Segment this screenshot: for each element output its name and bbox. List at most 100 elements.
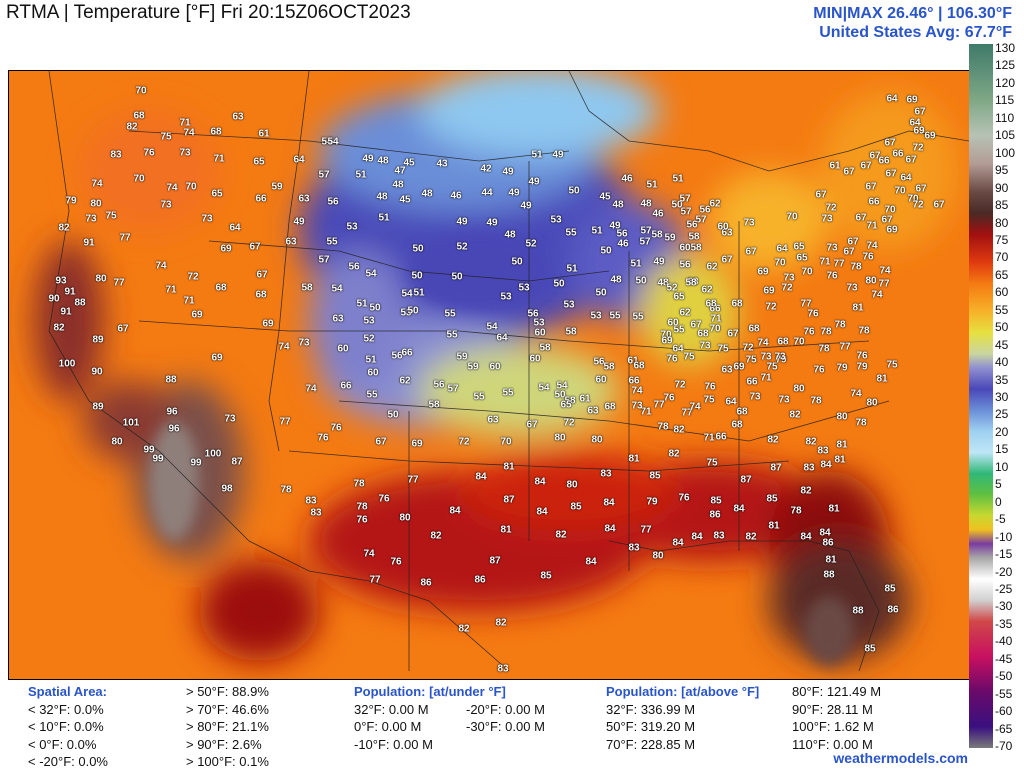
- temperature-label: 82: [58, 222, 70, 234]
- temperature-label: 67: [526, 419, 538, 431]
- temperature-label: 68: [731, 298, 743, 310]
- temperature-label: 67: [865, 181, 877, 193]
- temperature-label: 71: [640, 406, 652, 418]
- temperature-label: 76: [807, 308, 819, 320]
- temperature-label: 76: [143, 147, 155, 159]
- temperature-label: 83: [817, 445, 829, 457]
- temperature-label: 52: [456, 241, 468, 253]
- temperature-label: 71: [213, 153, 225, 165]
- temperature-label: 82: [745, 531, 757, 543]
- temperature-label: 68: [633, 360, 645, 372]
- temperature-label: 85: [570, 501, 582, 513]
- temperature-label: 77: [681, 407, 693, 419]
- temperature-label: 85: [766, 493, 778, 505]
- temperature-label: 70: [133, 173, 145, 185]
- temperature-label: 70: [185, 181, 197, 193]
- color-scale-tick: 125: [995, 58, 1016, 73]
- temperature-label: 80: [90, 198, 102, 210]
- temperature-label: 96: [166, 406, 178, 418]
- temperature-label: 57: [680, 206, 692, 218]
- temperature-label: 77: [279, 416, 291, 428]
- temperature-label: 84: [603, 497, 615, 509]
- color-scale-tick: 65: [995, 267, 1009, 282]
- temperature-label: 51: [413, 287, 425, 299]
- temperature-label: 58: [651, 229, 663, 241]
- temperature-label: 69: [262, 318, 274, 330]
- temperature-label: 82: [495, 617, 507, 629]
- temperature-label: 87: [231, 456, 243, 468]
- temperature-field: [9, 71, 969, 679]
- temperature-label: 50: [407, 305, 419, 317]
- temperature-label: 51: [646, 179, 658, 191]
- spatial-lt32: < 32°F: 0.0%: [28, 701, 104, 717]
- temperature-label: 51: [378, 212, 390, 224]
- temperature-label: 98: [221, 483, 233, 495]
- color-scale-tick: 90: [995, 180, 1009, 195]
- temperature-label: 78: [834, 319, 846, 331]
- color-scale-tick: -35: [995, 616, 1013, 631]
- temperature-label: 82: [805, 436, 817, 448]
- temperature-label: 76: [378, 493, 390, 505]
- color-scale-tick: -70: [995, 739, 1013, 753]
- spatial-area-block: Spatial Area: < 32°F: 0.0% < 10°F: 0.0% …: [28, 683, 108, 771]
- temperature-label: 70: [709, 323, 721, 335]
- temperature-label: 50: [451, 271, 463, 283]
- temperature-label: 70: [884, 204, 896, 216]
- temperature-label: 76: [330, 422, 342, 434]
- temperature-label: 48: [377, 155, 389, 167]
- temperature-label: 49: [552, 149, 564, 161]
- temperature-label: 67: [690, 319, 702, 331]
- source-credit[interactable]: weathermodels.com: [833, 750, 968, 766]
- temperature-label: 43: [436, 158, 448, 170]
- temperature-label: 79: [836, 362, 848, 374]
- temperature-label: 50: [671, 199, 683, 211]
- temperature-label: 70: [894, 185, 906, 197]
- temperature-label: 78: [356, 501, 368, 513]
- temperature-label: 74: [363, 548, 375, 560]
- color-scale-tick: -5: [995, 512, 1006, 527]
- color-scale-tick: -65: [995, 721, 1013, 736]
- temperature-label: 76: [826, 270, 838, 282]
- temperature-label: 81: [836, 439, 848, 451]
- temperature-label: 79: [856, 361, 868, 373]
- temperature-label: 65: [211, 188, 223, 200]
- temperature-label: 77: [640, 524, 652, 536]
- temperature-label: 67: [256, 269, 268, 281]
- temperature-label: 67: [847, 236, 859, 248]
- color-scale-tick: 70: [995, 250, 1009, 265]
- temperature-label: 61: [258, 128, 270, 140]
- temperature-label: 79: [775, 354, 787, 366]
- temperature-label: 57: [447, 383, 459, 395]
- temperature-label: 55: [446, 329, 458, 341]
- temperature-label: 57: [318, 254, 330, 266]
- temperature-label: 60: [667, 317, 679, 329]
- temperature-label: 63: [332, 313, 344, 325]
- temperature-label: 66: [340, 380, 352, 392]
- temperature-label: 100: [58, 358, 76, 370]
- temperature-label: 59: [271, 181, 283, 193]
- temperature-label: 83: [600, 468, 612, 480]
- temperature-label: 60: [717, 221, 729, 233]
- temperature-label: 50: [511, 256, 523, 268]
- pop-under-32: 32°F: 0.00 M: [354, 701, 429, 717]
- temperature-label: 75: [886, 359, 898, 371]
- temperature-label: 74: [166, 182, 178, 194]
- temperature-label: 68: [748, 323, 760, 335]
- temperature-label: 53: [346, 221, 358, 233]
- temperature-label: 67: [375, 436, 387, 448]
- temperature-label: 83: [803, 462, 815, 474]
- temperature-label: 55: [609, 310, 621, 322]
- temperature-label: 84: [534, 476, 546, 488]
- temperature-label: 76: [356, 514, 368, 526]
- temperature-label: 63: [285, 236, 297, 248]
- temperature-label: 67: [249, 241, 261, 253]
- temperature-label: 66: [709, 303, 721, 315]
- temperature-label: 76: [813, 364, 825, 376]
- temperature-label: 75: [160, 131, 172, 143]
- temperature-label: 75: [745, 354, 757, 366]
- temperature-label: 73: [760, 351, 772, 363]
- temperature-label: 64: [886, 93, 898, 105]
- temperature-label: 68: [210, 126, 222, 138]
- temperature-label: 71: [819, 256, 831, 268]
- temperature-label: 70: [135, 85, 147, 97]
